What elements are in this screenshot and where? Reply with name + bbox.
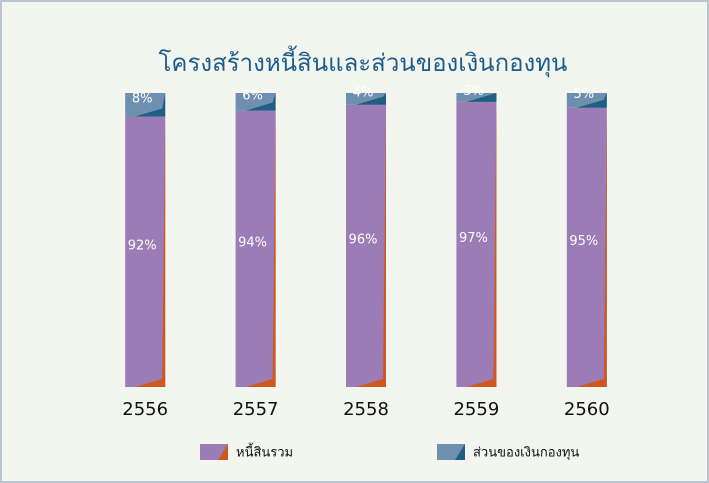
legend-swatch-edge xyxy=(218,444,228,460)
value-label: 97% xyxy=(459,231,488,246)
value-label: 95% xyxy=(569,234,598,249)
bar-segment-edge xyxy=(135,93,166,117)
bar-segment-edge xyxy=(245,93,276,111)
bar-segment xyxy=(235,110,276,387)
value-label: 8% xyxy=(132,91,153,106)
x-tick-label: 2559 xyxy=(453,399,499,420)
x-tick-label: 2556 xyxy=(122,399,168,420)
x-tick-label: 2558 xyxy=(343,399,389,420)
bar-segment xyxy=(346,104,386,387)
x-tick-label: 2557 xyxy=(233,399,279,420)
value-label: 94% xyxy=(238,235,267,250)
bar-segment xyxy=(346,93,386,105)
value-label: 3% xyxy=(463,84,484,99)
value-label: 5% xyxy=(573,87,594,102)
value-label: 96% xyxy=(349,232,378,247)
chart-title: โครงสร้างหนี้สินและส่วนของเงินกองทุน xyxy=(159,45,568,78)
bar-segment-edge xyxy=(576,93,607,108)
bar-segment-edge xyxy=(356,93,386,105)
bar-segment xyxy=(456,93,497,102)
bar-segment xyxy=(566,107,607,387)
bar-segment-edge xyxy=(466,93,497,102)
bar-segment xyxy=(125,116,166,388)
bar-segment xyxy=(456,101,497,387)
legend-label: หนี้สินรวม xyxy=(236,443,293,461)
value-label: 92% xyxy=(128,238,157,253)
legend-label: ส่วนของเงินกองทุน xyxy=(473,446,579,461)
value-label: 6% xyxy=(242,88,263,103)
x-tick-label: 2560 xyxy=(564,399,610,420)
legend-swatch-edge xyxy=(455,444,465,460)
value-label: 4% xyxy=(353,85,374,100)
